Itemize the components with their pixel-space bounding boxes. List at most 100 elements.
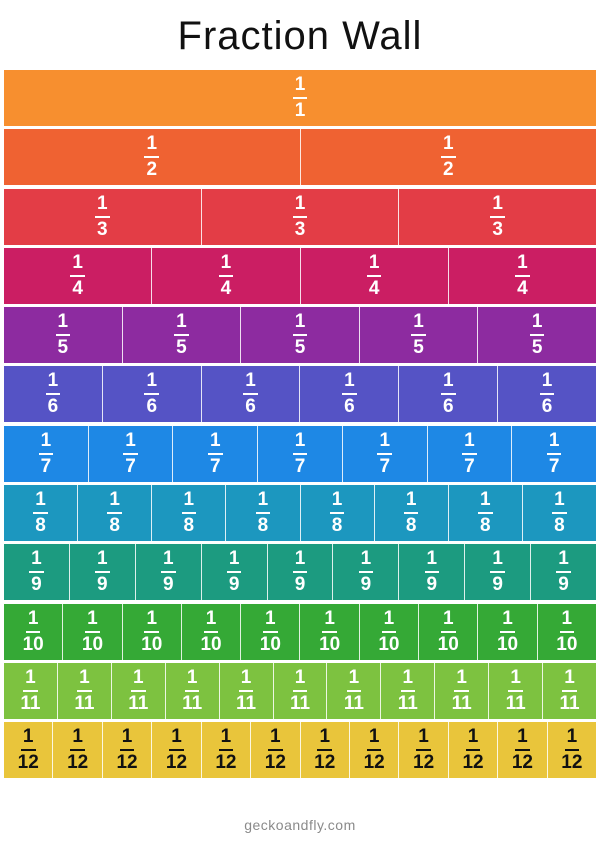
fraction-denominator: 10 (496, 633, 519, 655)
fraction-label: 1 10 (200, 608, 222, 655)
fraction-numerator: 1 (342, 371, 357, 396)
fraction-denominator: 12 (264, 752, 286, 774)
fraction-denominator: 12 (413, 752, 435, 774)
fraction-numerator: 1 (95, 549, 110, 574)
fraction-label: 1 10 (23, 608, 44, 655)
fraction-numerator: 1 (508, 667, 523, 692)
fraction-denominator: 6 (541, 396, 553, 418)
fraction-numerator: 1 (416, 727, 431, 752)
fraction-numerator: 1 (454, 667, 469, 692)
fraction-denominator: 3 (97, 218, 108, 240)
fraction-numerator: 1 (366, 252, 382, 277)
fraction-numerator: 1 (130, 667, 146, 692)
fraction-numerator: 1 (38, 430, 54, 455)
fraction-numerator: 1 (562, 667, 577, 692)
fraction-cell: 1 12 (103, 722, 153, 779)
fraction-numerator: 1 (317, 727, 333, 752)
fraction-numerator: 1 (243, 371, 258, 396)
fraction-numerator: 1 (169, 727, 184, 752)
fraction-numerator: 1 (322, 608, 337, 633)
fraction-numerator: 1 (160, 549, 176, 574)
fraction-label: 1 12 (215, 727, 236, 773)
fraction-cell: 1 11 (543, 663, 596, 719)
fraction-cell: 1 12 (301, 722, 350, 779)
fraction-denominator: 10 (200, 633, 222, 655)
fraction-numerator: 1 (556, 549, 571, 574)
fraction-denominator: 4 (220, 277, 232, 299)
fraction-label: 1 12 (265, 727, 286, 773)
fraction-denominator: 8 (35, 515, 46, 537)
fraction-numerator: 1 (292, 75, 308, 99)
fraction-numerator: 1 (255, 490, 271, 515)
fraction-numerator: 1 (226, 549, 242, 574)
fraction-numerator: 1 (564, 727, 580, 752)
fraction-denominator: 7 (40, 455, 52, 477)
fraction-denominator: 8 (405, 515, 417, 537)
fraction-denominator: 1 (294, 100, 306, 121)
fraction-label: 1 11 (397, 667, 418, 714)
fraction-numerator: 1 (123, 430, 138, 455)
fraction-label: 1 12 (512, 727, 533, 773)
fraction-numerator: 1 (184, 667, 200, 692)
fraction-cell: 1 10 (538, 604, 596, 660)
fraction-denominator: 9 (31, 574, 42, 596)
fraction-numerator: 1 (346, 667, 362, 692)
fraction-denominator: 6 (146, 396, 158, 418)
fraction-denominator: 12 (511, 752, 533, 774)
fraction-denominator: 4 (368, 277, 380, 299)
fraction-cell: 1 11 (435, 662, 490, 719)
fraction-numerator: 1 (55, 312, 71, 337)
fraction-denominator: 5 (57, 337, 69, 359)
fraction-label: 1 10 (259, 608, 281, 655)
fraction-denominator: 6 (344, 396, 355, 418)
fraction-numerator: 1 (358, 549, 374, 574)
fraction-denominator: 12 (363, 752, 385, 774)
fraction-denominator: 9 (492, 574, 503, 596)
fraction-row-11: 1 11 1 11 1 11 1 11 1 11 1 11 1 11 1 11 1 11 1 11 1 11 (4, 662, 596, 719)
fraction-numerator: 1 (20, 727, 36, 752)
fraction-denominator: 11 (397, 692, 418, 714)
fraction-label: 1 12 (561, 727, 582, 773)
fraction-label: 1 11 (128, 667, 148, 714)
fraction-numerator: 1 (208, 430, 223, 455)
fraction-denominator: 10 (259, 633, 281, 655)
fraction-label: 1 12 (413, 727, 434, 773)
fraction-cell: 1 10 (182, 603, 242, 660)
fraction-numerator: 1 (478, 490, 493, 515)
fraction-denominator: 8 (331, 515, 343, 537)
fraction-numerator: 1 (529, 312, 545, 337)
